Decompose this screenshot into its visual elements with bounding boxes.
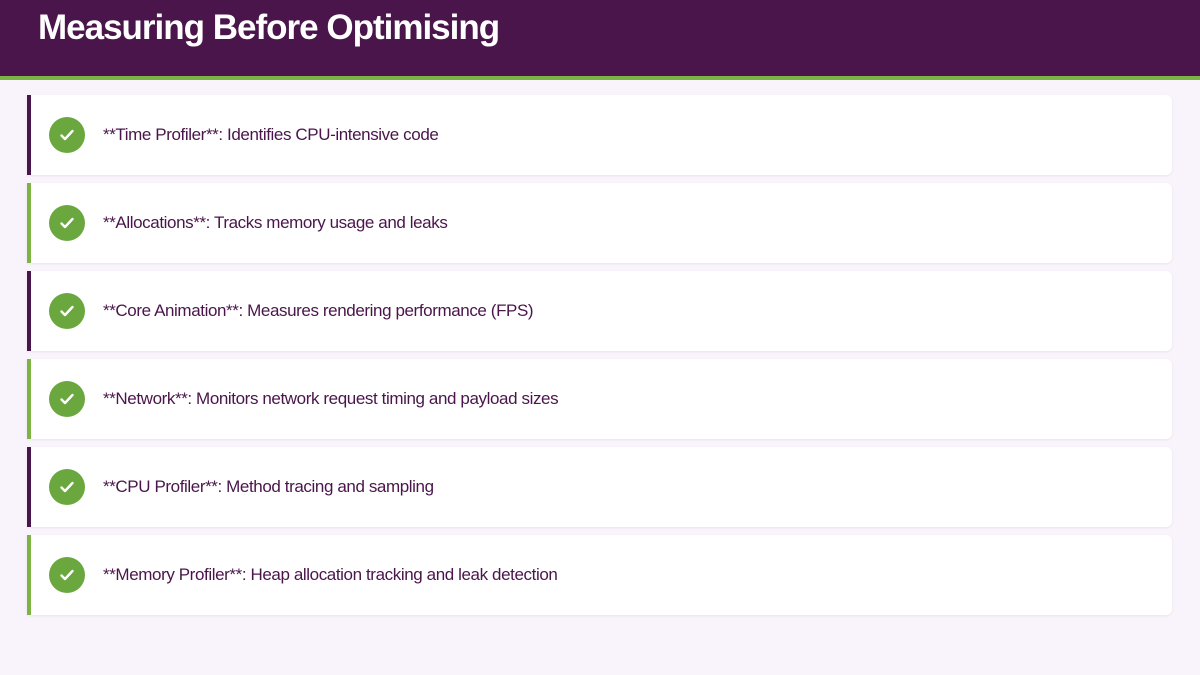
list-item: **Time Profiler**: Identifies CPU-intens…: [27, 95, 1172, 175]
list-item-text: **Allocations**: Tracks memory usage and…: [103, 213, 448, 232]
check-circle-icon: [49, 381, 85, 417]
list-item: **CPU Profiler**: Method tracing and sam…: [27, 447, 1172, 527]
item-list: **Time Profiler**: Identifies CPU-intens…: [27, 95, 1172, 623]
check-circle-icon: [49, 469, 85, 505]
check-circle-icon: [49, 557, 85, 593]
list-item-text: **Network**: Monitors network request ti…: [103, 389, 559, 408]
check-circle-icon: [49, 205, 85, 241]
list-item: **Core Animation**: Measures rendering p…: [27, 271, 1172, 351]
check-circle-icon: [49, 117, 85, 153]
page-title: Measuring Before Optimising: [38, 8, 500, 47]
list-item-text: **Core Animation**: Measures rendering p…: [103, 301, 534, 320]
list-item-text: **Time Profiler**: Identifies CPU-intens…: [103, 125, 439, 144]
list-item: **Memory Profiler**: Heap allocation tra…: [27, 535, 1172, 615]
list-item: **Network**: Monitors network request ti…: [27, 359, 1172, 439]
list-item-text: **CPU Profiler**: Method tracing and sam…: [103, 477, 434, 496]
list-item-text: **Memory Profiler**: Heap allocation tra…: [103, 565, 558, 584]
header-bar: Measuring Before Optimising: [0, 0, 1200, 80]
list-item: **Allocations**: Tracks memory usage and…: [27, 183, 1172, 263]
check-circle-icon: [49, 293, 85, 329]
